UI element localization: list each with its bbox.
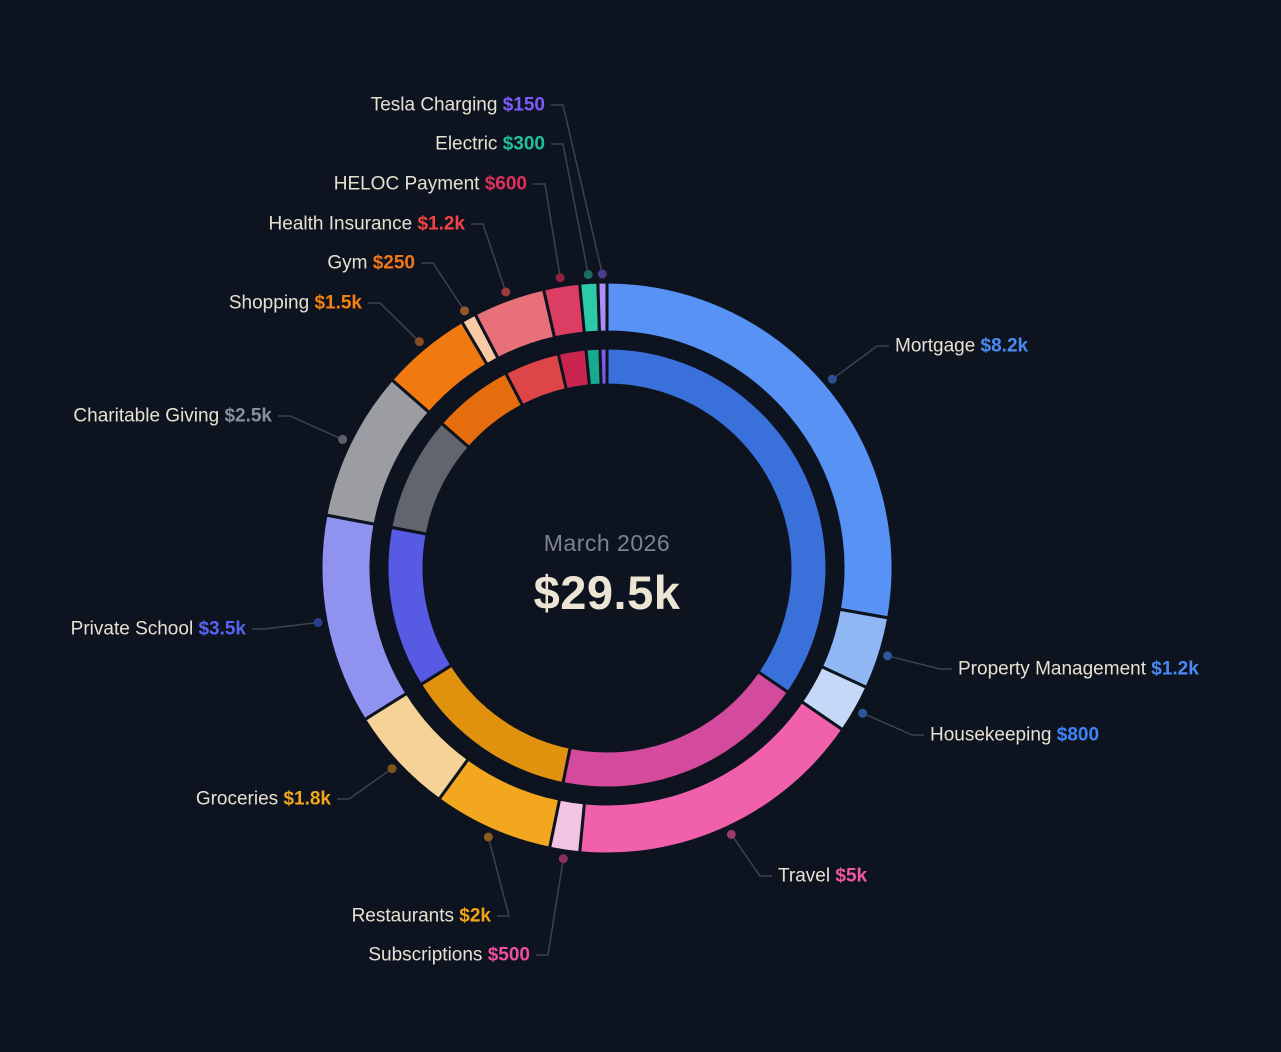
label-dot-gym <box>460 306 470 316</box>
label-value: $250 <box>372 252 415 274</box>
label-value: $2k <box>459 905 491 927</box>
chart-label-tesla-charging: Tesla Charging $150 <box>371 96 545 115</box>
leader-line-charitable-giving <box>278 415 343 441</box>
chart-label-mortgage: Mortgage $8.2k <box>895 337 1028 356</box>
inner-segment-tesla-charging[interactable] <box>598 346 609 387</box>
chart-label-private-school: Private School $3.5k <box>71 620 246 639</box>
label-value: $600 <box>484 173 527 195</box>
leader-line-electric <box>551 143 589 275</box>
label-value: $2.5k <box>224 405 272 427</box>
label-dot-subscriptions <box>558 854 568 864</box>
outer-segment-electric[interactable] <box>578 280 601 335</box>
chart-label-groceries: Groceries $1.8k <box>196 790 331 809</box>
label-dot-health-insurance <box>501 287 511 297</box>
chart-label-gym: Gym $250 <box>327 254 415 273</box>
outer-segment-tesla-charging[interactable] <box>596 280 609 334</box>
label-text: Housekeeping <box>930 724 1057 746</box>
label-value: $800 <box>1056 724 1100 746</box>
label-dot-shopping <box>414 337 424 347</box>
label-dot-tesla-charging <box>597 269 607 279</box>
label-text: Restaurants <box>351 905 460 927</box>
chart-label-heloc-payment: HELOC Payment $600 <box>334 175 527 194</box>
label-dot-mortgage <box>827 374 837 384</box>
label-text: Tesla Charging <box>370 94 503 116</box>
label-text: Electric <box>435 133 503 155</box>
chart-label-subscriptions: Subscriptions $500 <box>368 946 530 965</box>
label-dot-private-school <box>313 617 323 627</box>
chart-label-property-management: Property Management $1.2k <box>958 660 1199 679</box>
leader-line-property-management <box>887 655 952 670</box>
leader-line-gym <box>421 262 466 312</box>
label-text: Subscriptions <box>368 944 488 966</box>
chart-label-shopping: Shopping $1.5k <box>229 294 362 313</box>
leader-line-subscriptions <box>536 858 565 956</box>
label-text: Mortgage <box>895 335 981 357</box>
label-value: $500 <box>487 944 530 966</box>
label-text: Groceries <box>195 788 284 810</box>
chart-label-electric: Electric $300 <box>435 135 545 154</box>
label-value: $1.2k <box>1151 658 1199 680</box>
label-dot-restaurants <box>483 832 493 842</box>
leader-line-groceries <box>337 767 393 800</box>
leader-line-mortgage <box>831 345 889 380</box>
label-dot-housekeeping <box>858 708 868 718</box>
label-value: $1.8k <box>283 788 331 810</box>
label-text: Property Management <box>958 658 1152 680</box>
label-text: Shopping <box>228 292 315 314</box>
leader-line-private-school <box>252 621 319 630</box>
label-text: HELOC Payment <box>333 173 485 195</box>
label-dot-travel <box>726 829 736 839</box>
label-dot-heloc-payment <box>555 273 565 283</box>
label-value: $8.2k <box>980 335 1029 357</box>
chart-label-restaurants: Restaurants $2k <box>352 907 491 926</box>
chart-label-travel: Travel $5k <box>778 867 867 886</box>
label-text: Travel <box>778 865 836 887</box>
chart-label-health-insurance: Health Insurance $1.2k <box>269 215 465 234</box>
leader-line-shopping <box>368 302 420 343</box>
label-value: $150 <box>502 94 545 116</box>
label-text: Private School <box>70 618 199 640</box>
label-value: $1.2k <box>417 213 465 235</box>
label-value: $1.5k <box>314 292 362 314</box>
label-dot-charitable-giving <box>338 434 348 444</box>
label-dot-groceries <box>387 764 397 774</box>
label-value: $5k <box>835 865 868 887</box>
label-text: Health Insurance <box>268 213 418 235</box>
chart-label-housekeeping: Housekeeping $800 <box>930 726 1099 745</box>
label-value: $300 <box>502 133 545 155</box>
inner-segment-private-school[interactable] <box>385 525 454 687</box>
label-text: Gym <box>327 252 373 274</box>
leader-line-heloc-payment <box>533 183 561 278</box>
label-dot-property-management <box>883 651 893 661</box>
leader-line-restaurants <box>487 836 510 917</box>
label-text: Charitable Giving <box>73 405 225 427</box>
leader-line-health-insurance <box>471 223 507 293</box>
leader-line-housekeeping <box>862 712 924 736</box>
label-dot-electric <box>583 270 593 280</box>
leader-line-tesla-charging <box>551 104 604 275</box>
leader-line-travel <box>730 833 772 877</box>
chart-label-charitable-giving: Charitable Giving $2.5k <box>73 407 272 426</box>
label-value: $3.5k <box>198 618 246 640</box>
